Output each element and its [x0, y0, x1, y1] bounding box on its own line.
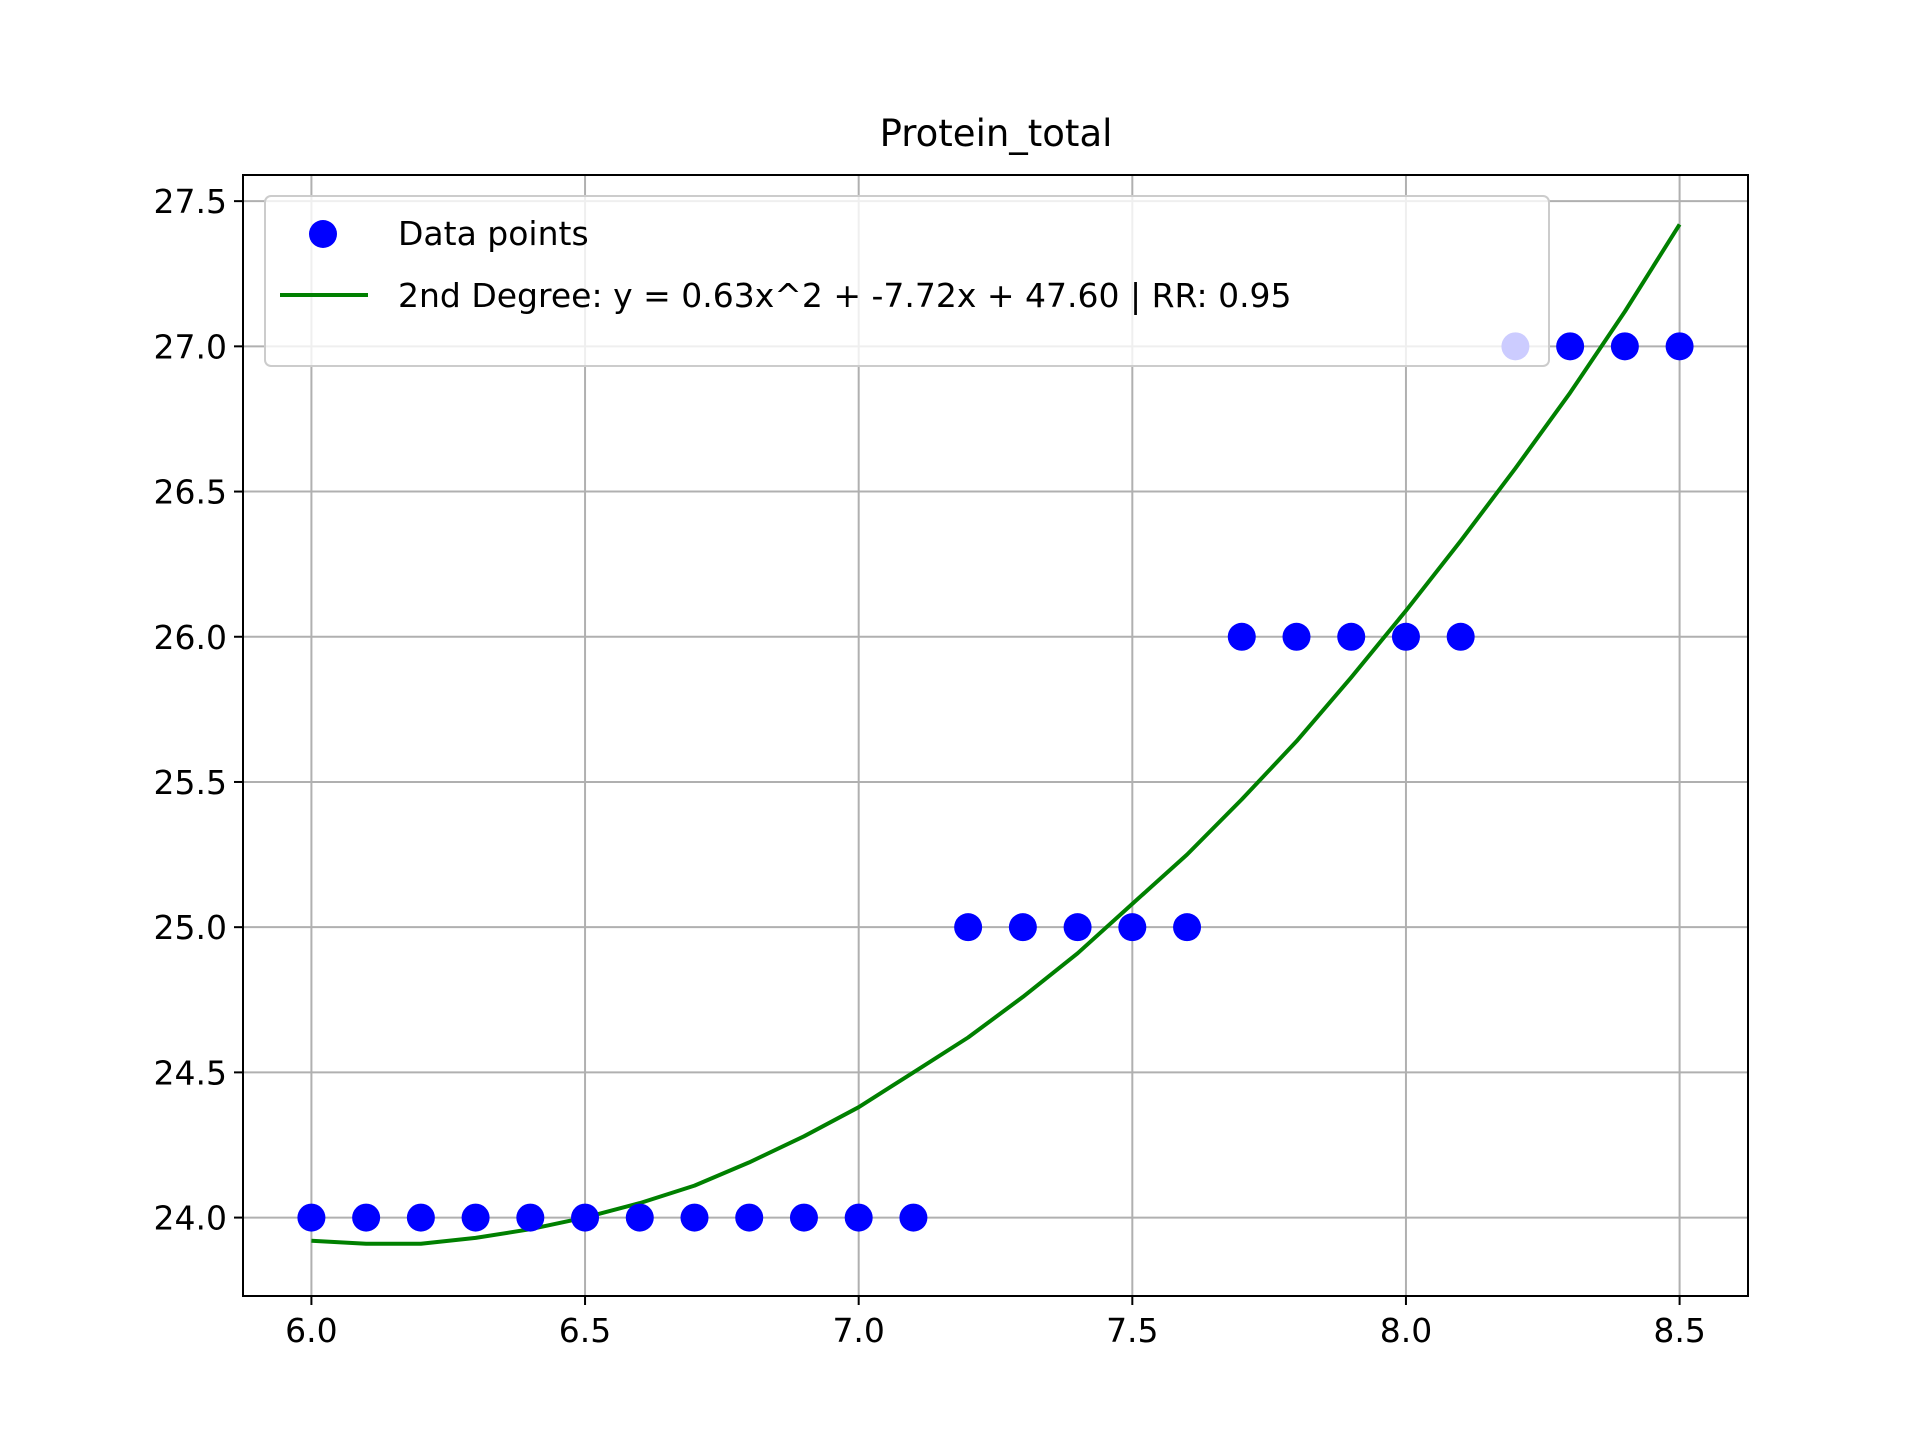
data-point: [1556, 332, 1585, 361]
data-point: [954, 913, 983, 942]
data-point: [297, 1203, 326, 1232]
x-tick-label: 6.5: [559, 1311, 611, 1350]
data-point: [844, 1203, 873, 1232]
data-point: [1665, 332, 1694, 361]
legend-box: [264, 195, 1550, 367]
legend-marker-data-points: [309, 220, 337, 248]
data-point: [789, 1203, 818, 1232]
data-point: [1446, 622, 1475, 651]
legend: Data points 2nd Degree: y = 0.63x^2 + -7…: [264, 195, 1550, 367]
x-tick-label: 7.5: [1106, 1311, 1158, 1350]
data-point: [735, 1203, 764, 1232]
data-point: [1063, 913, 1092, 942]
data-point: [406, 1203, 435, 1232]
data-point: [352, 1203, 381, 1232]
data-point: [1337, 622, 1366, 651]
x-tick-label: 8.5: [1653, 1311, 1705, 1350]
chart-title: Protein_total: [880, 112, 1113, 155]
plot-frame: [242, 174, 1749, 1297]
x-axis: 6.0 6.5 7.0 7.5 8.0 8.5: [285, 1296, 1706, 1350]
data-point: [899, 1203, 928, 1232]
data-point: [1610, 332, 1639, 361]
data-point: [1227, 622, 1256, 651]
x-tick-label: 6.0: [285, 1311, 337, 1350]
data-point: [1391, 622, 1420, 651]
data-point: [680, 1203, 709, 1232]
data-point: [1008, 913, 1037, 942]
data-points-layer: [297, 332, 1694, 1232]
legend-label-fit-line: 2nd Degree: y = 0.63x^2 + -7.72x + 47.60…: [398, 276, 1292, 315]
data-point: [571, 1203, 600, 1232]
y-tick-label: 27.5: [154, 182, 227, 221]
data-point: [1118, 913, 1147, 942]
data-point: [625, 1203, 654, 1232]
y-axis: 24.0 24.5 25.0 25.5 26.0 26.5 27.0 27.5: [154, 182, 243, 1238]
x-tick-label: 7.0: [832, 1311, 884, 1350]
y-tick-label: 24.0: [154, 1199, 227, 1238]
legend-label-data-points: Data points: [398, 214, 589, 253]
y-tick-label: 26.5: [154, 473, 227, 512]
y-tick-label: 25.0: [154, 908, 227, 947]
data-point: [461, 1203, 490, 1232]
x-tick-label: 8.0: [1380, 1311, 1432, 1350]
y-tick-label: 26.0: [154, 618, 227, 657]
data-point: [1282, 622, 1311, 651]
y-tick-label: 25.5: [154, 763, 227, 802]
data-point: [1173, 913, 1202, 942]
y-tick-label: 27.0: [154, 327, 227, 366]
data-point: [516, 1203, 545, 1232]
y-tick-label: 24.5: [154, 1053, 227, 1092]
